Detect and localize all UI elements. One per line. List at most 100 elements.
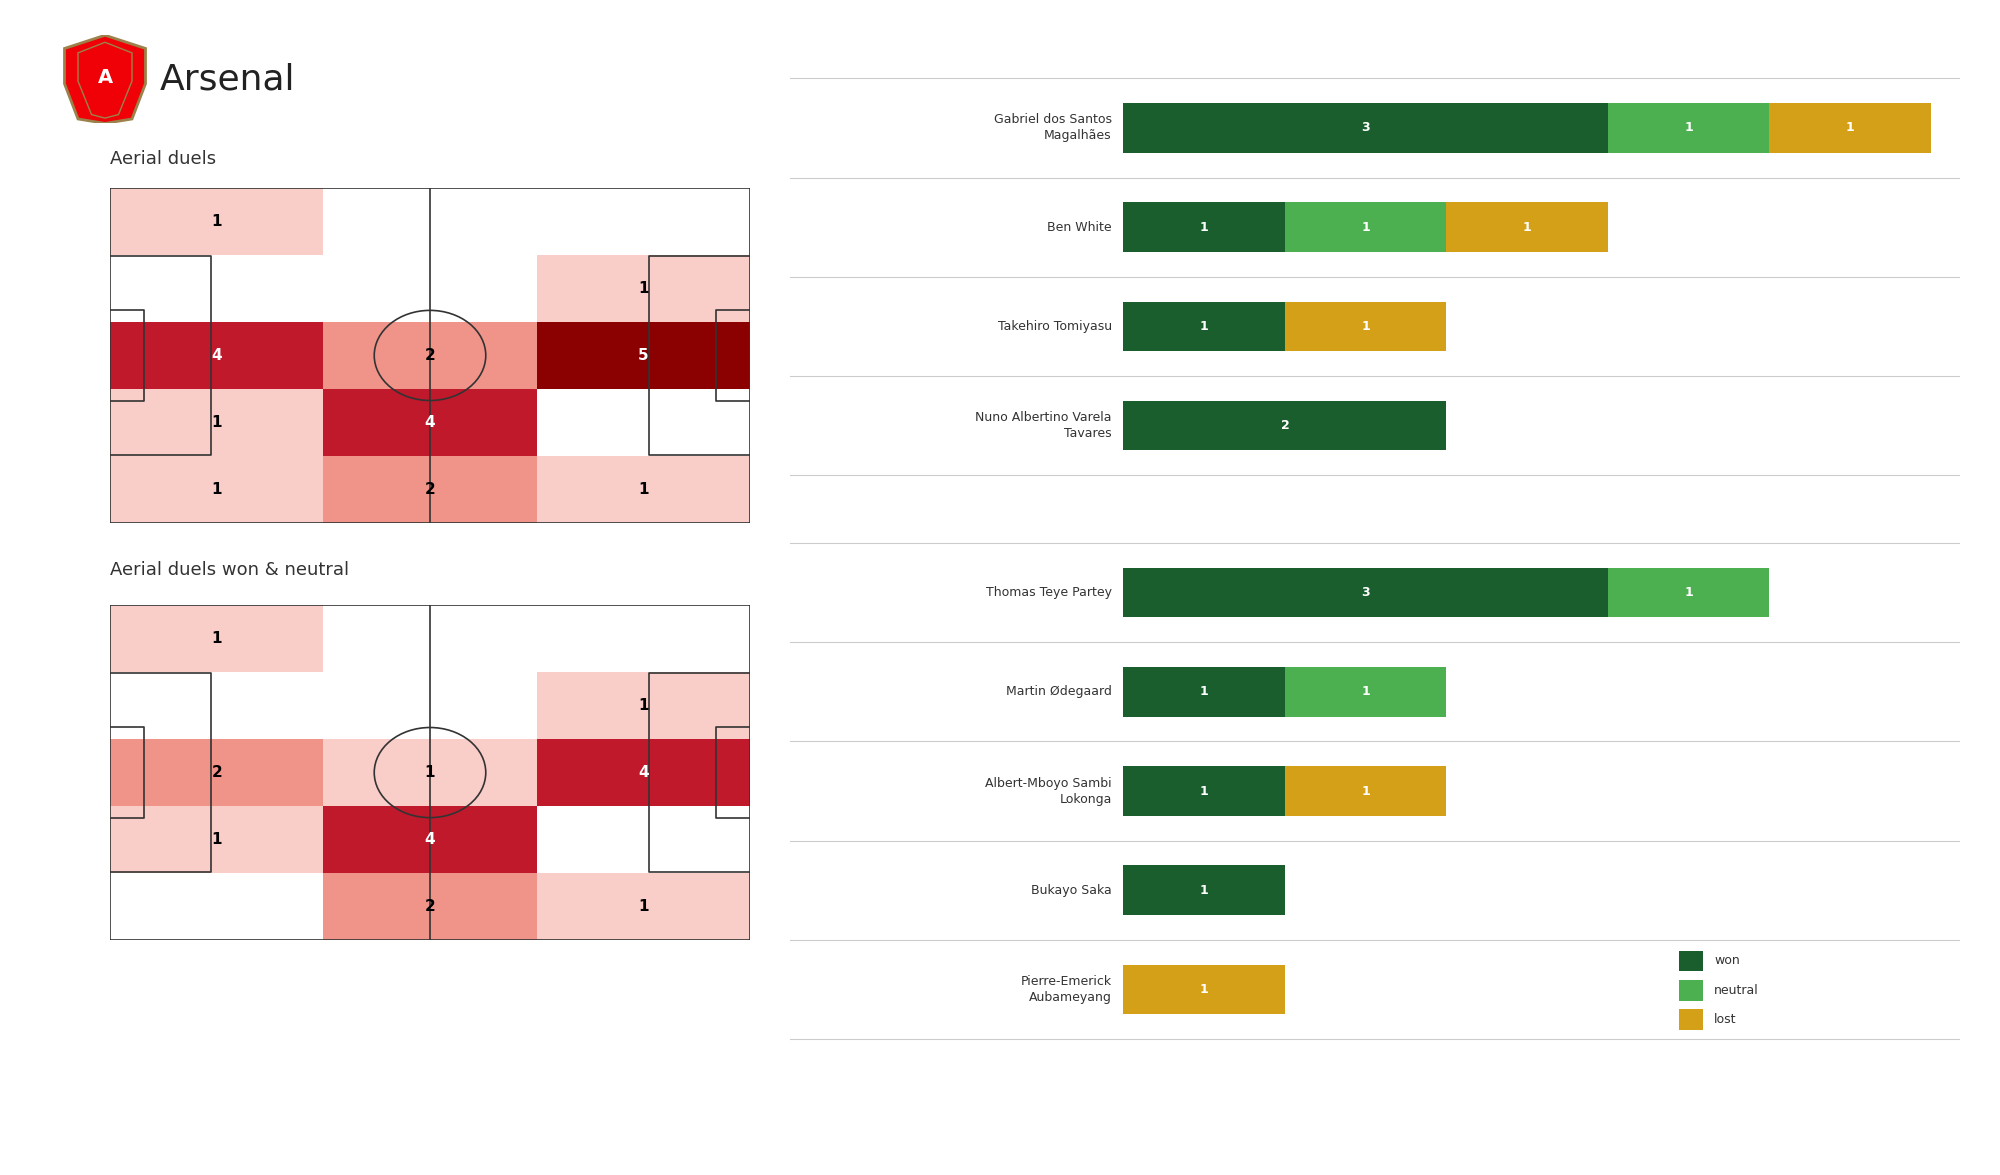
Text: Nuno Albertino Varela
Tavares: Nuno Albertino Varela Tavares bbox=[976, 411, 1112, 439]
Text: 5: 5 bbox=[638, 348, 648, 363]
Bar bbox=[324, 739, 536, 806]
Text: Gabriel dos Santos
Magalhães: Gabriel dos Santos Magalhães bbox=[994, 114, 1112, 142]
Bar bbox=[1124, 568, 1608, 618]
Bar bbox=[324, 456, 536, 523]
Bar bbox=[536, 873, 750, 940]
Bar bbox=[1446, 202, 1608, 251]
Text: 1: 1 bbox=[212, 631, 222, 646]
Text: 1: 1 bbox=[1362, 320, 1370, 333]
Bar bbox=[536, 389, 750, 456]
Text: 1: 1 bbox=[424, 765, 436, 780]
Bar bbox=[536, 322, 750, 389]
Bar bbox=[110, 456, 324, 523]
Bar bbox=[110, 605, 324, 672]
Text: 4: 4 bbox=[424, 415, 436, 430]
Bar bbox=[110, 322, 324, 389]
Text: 2: 2 bbox=[424, 348, 436, 363]
Text: Thomas Teye Partey: Thomas Teye Partey bbox=[986, 586, 1112, 599]
Text: Martin Ødegaard: Martin Ødegaard bbox=[1006, 685, 1112, 698]
Bar bbox=[1608, 103, 1770, 153]
Bar bbox=[1770, 103, 1930, 153]
Bar bbox=[1680, 1009, 1702, 1030]
Bar bbox=[1124, 103, 1608, 153]
Text: 4: 4 bbox=[212, 348, 222, 363]
Text: 1: 1 bbox=[1200, 884, 1208, 897]
Text: Albert-Mboyo Sambi
Lokonga: Albert-Mboyo Sambi Lokonga bbox=[986, 777, 1112, 806]
Text: 1: 1 bbox=[1362, 785, 1370, 798]
Text: 1: 1 bbox=[1200, 983, 1208, 996]
Bar bbox=[536, 739, 750, 806]
Bar bbox=[324, 322, 536, 389]
Bar bbox=[324, 389, 536, 456]
Text: 1: 1 bbox=[1362, 685, 1370, 698]
Bar bbox=[324, 672, 536, 739]
Bar bbox=[1124, 202, 1284, 251]
Bar bbox=[324, 806, 536, 873]
Text: 2: 2 bbox=[212, 765, 222, 780]
Text: 1: 1 bbox=[638, 482, 648, 497]
Bar bbox=[1124, 965, 1284, 1014]
Text: 3: 3 bbox=[1362, 586, 1370, 599]
Bar bbox=[110, 389, 324, 456]
Bar bbox=[1284, 202, 1446, 251]
Bar bbox=[1680, 980, 1702, 1001]
Bar bbox=[110, 739, 324, 806]
Bar bbox=[536, 605, 750, 672]
Bar bbox=[110, 873, 324, 940]
Bar bbox=[536, 255, 750, 322]
Text: 1: 1 bbox=[1200, 320, 1208, 333]
Text: 1: 1 bbox=[1684, 586, 1692, 599]
Bar bbox=[1284, 667, 1446, 717]
Text: 4: 4 bbox=[638, 765, 648, 780]
Bar bbox=[1124, 667, 1284, 717]
Text: 1: 1 bbox=[212, 482, 222, 497]
Bar bbox=[1680, 951, 1702, 972]
Bar bbox=[110, 672, 324, 739]
Text: 1: 1 bbox=[1200, 685, 1208, 698]
Bar bbox=[1284, 766, 1446, 815]
Text: Ben White: Ben White bbox=[1048, 221, 1112, 234]
Bar bbox=[324, 605, 536, 672]
Bar bbox=[1124, 401, 1446, 450]
Polygon shape bbox=[64, 35, 146, 123]
Bar bbox=[110, 188, 324, 255]
Text: Pierre-Emerick
Aubameyang: Pierre-Emerick Aubameyang bbox=[1020, 975, 1112, 1003]
Text: Arsenal: Arsenal bbox=[160, 62, 296, 96]
Bar bbox=[324, 188, 536, 255]
Bar bbox=[324, 873, 536, 940]
Bar bbox=[110, 255, 324, 322]
Text: 1: 1 bbox=[1846, 121, 1854, 134]
Text: Bukayo Saka: Bukayo Saka bbox=[1032, 884, 1112, 897]
Text: 1: 1 bbox=[1200, 221, 1208, 234]
Text: 1: 1 bbox=[1362, 221, 1370, 234]
Text: A: A bbox=[98, 68, 112, 87]
Bar bbox=[536, 456, 750, 523]
Text: 1: 1 bbox=[638, 698, 648, 713]
Bar bbox=[1124, 766, 1284, 815]
Text: 2: 2 bbox=[424, 482, 436, 497]
Text: 1: 1 bbox=[1684, 121, 1692, 134]
Text: neutral: neutral bbox=[1714, 983, 1760, 996]
Text: 3: 3 bbox=[1362, 121, 1370, 134]
Bar bbox=[110, 806, 324, 873]
Text: 1: 1 bbox=[212, 415, 222, 430]
Text: Aerial duels won & neutral: Aerial duels won & neutral bbox=[110, 560, 350, 579]
Bar bbox=[1284, 302, 1446, 351]
Text: 4: 4 bbox=[424, 832, 436, 847]
Bar bbox=[324, 255, 536, 322]
Text: 1: 1 bbox=[638, 899, 648, 914]
Bar bbox=[536, 188, 750, 255]
Text: lost: lost bbox=[1714, 1013, 1736, 1026]
Bar bbox=[536, 806, 750, 873]
Bar bbox=[536, 672, 750, 739]
Text: 1: 1 bbox=[1522, 221, 1532, 234]
Text: won: won bbox=[1714, 954, 1740, 967]
Text: 2: 2 bbox=[424, 899, 436, 914]
Text: 1: 1 bbox=[638, 281, 648, 296]
Text: 1: 1 bbox=[1200, 785, 1208, 798]
Bar bbox=[1608, 568, 1770, 618]
Text: Aerial duels: Aerial duels bbox=[110, 149, 216, 168]
Bar bbox=[1124, 302, 1284, 351]
Text: 2: 2 bbox=[1280, 419, 1290, 432]
Text: 1: 1 bbox=[212, 214, 222, 229]
